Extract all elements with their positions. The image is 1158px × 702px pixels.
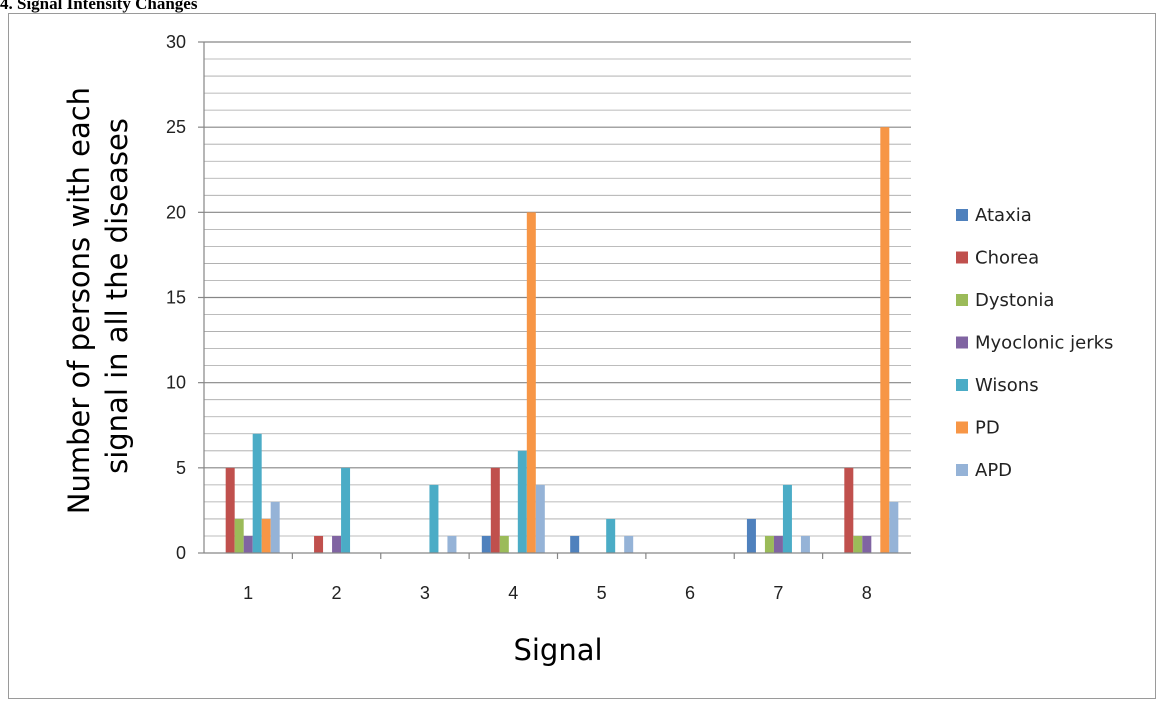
y-tick-label: 0: [176, 543, 186, 563]
x-tick-label: 4: [508, 583, 518, 603]
legend-swatch: [956, 379, 968, 391]
legend-label: PD: [975, 418, 1000, 439]
x-tick-label: 5: [597, 583, 607, 603]
bar-chorea: [490, 467, 500, 553]
bar-apd: [535, 484, 545, 553]
figure-heading: 4. Signal Intensity Changes: [0, 0, 198, 13]
gridlines: [204, 41, 911, 537]
y-tick-label: 30: [166, 32, 186, 52]
legend-label: Myoclonic jerks: [975, 333, 1113, 354]
y-tick-label: 25: [166, 117, 186, 137]
legend-label: Dystonia: [975, 290, 1054, 311]
legend-swatch: [956, 464, 968, 476]
x-tick-label: 6: [685, 583, 695, 603]
bar-wisons: [606, 518, 616, 553]
bar-pd: [526, 212, 536, 554]
y-tick-label: 15: [166, 288, 186, 308]
x-axis-title: Signal: [513, 633, 602, 667]
bar-myoclonic-jerks: [773, 535, 783, 553]
bar-wisons: [252, 433, 262, 553]
x-tick-label: 7: [773, 583, 783, 603]
legend: Ataxia Chorea Dystonia Myoclonic jerks Wison…: [956, 205, 1113, 481]
legend-label: APD: [975, 460, 1012, 481]
bar-dystonia: [853, 535, 863, 553]
bar-apd: [889, 501, 899, 553]
axes: 0 5 10 15 20 25 30 1 2 3 4 5 6 7 8: [166, 32, 911, 603]
bar-pd: [880, 127, 890, 554]
bar-ataxia: [746, 518, 756, 553]
legend-swatch: [956, 336, 968, 349]
bar-wisons: [782, 484, 792, 553]
bar-pd: [261, 518, 271, 553]
y-tick-label: 10: [166, 373, 186, 393]
x-tick-label: 2: [332, 583, 342, 603]
bar-wisons: [517, 450, 527, 553]
x-tick-label: 3: [420, 583, 430, 603]
legend-label: Ataxia: [975, 205, 1032, 226]
bar-ataxia: [481, 535, 491, 553]
bar-ataxia: [570, 535, 580, 553]
legend-swatch: [956, 251, 968, 264]
bar-myoclonic-jerks: [862, 535, 872, 553]
legend-label: Chorea: [975, 248, 1039, 269]
bar-chorea: [225, 467, 235, 553]
bar-apd: [270, 501, 280, 553]
y-tick-label: 20: [166, 202, 186, 222]
bar-apd: [447, 535, 457, 553]
y-axis-title-line-2: signal in all the diseases: [100, 118, 134, 474]
bar-myoclonic-jerks: [243, 535, 253, 553]
bar-myoclonic-jerks: [332, 535, 342, 553]
bar-apd: [800, 535, 810, 553]
y-axis-title-line-1: Number of persons with each: [62, 87, 96, 514]
bar-wisons: [341, 467, 351, 553]
bar-dystonia: [764, 535, 774, 553]
bar-dystonia: [499, 535, 509, 553]
y-axis-title: Number of persons with each signal in al…: [62, 78, 134, 515]
legend-swatch: [956, 294, 968, 306]
bar-chorea: [844, 467, 854, 553]
y-tick-label: 5: [176, 458, 186, 478]
bar-apd: [624, 535, 634, 553]
x-tick-label: 1: [243, 583, 253, 603]
bar-wisons: [429, 484, 439, 553]
legend-swatch: [956, 209, 968, 221]
legend-label: Wisons: [975, 375, 1039, 396]
legend-swatch: [956, 421, 968, 434]
bar-chorea: [314, 535, 324, 553]
x-tick-label: 8: [862, 583, 872, 603]
bars: [225, 127, 899, 554]
bar-dystonia: [234, 518, 244, 553]
